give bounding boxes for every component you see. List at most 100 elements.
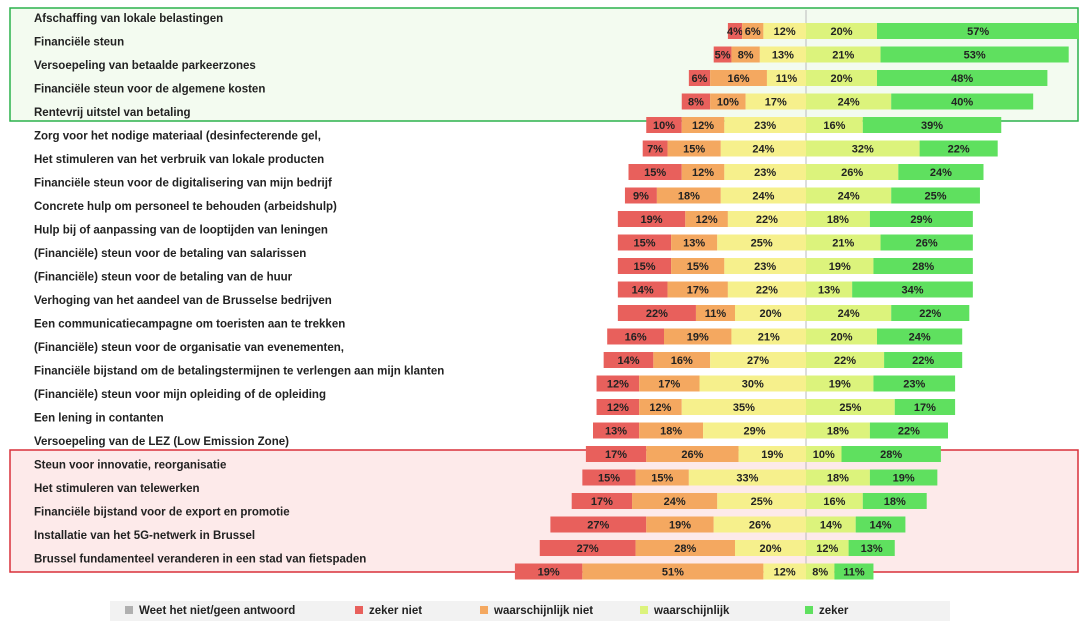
category-label: Een lening in contanten (34, 413, 164, 425)
bar-segment (806, 328, 877, 345)
bar-segment (806, 70, 877, 86)
bar-segment (742, 23, 764, 39)
bar-segment (646, 117, 682, 133)
bar-segment (585, 446, 647, 462)
bar-segment (617, 305, 696, 321)
bar-segment (646, 446, 739, 462)
value-label: 17% (605, 449, 627, 461)
value-label: 19% (669, 519, 691, 531)
value-label: 16% (625, 331, 647, 343)
value-label: 22% (912, 355, 934, 367)
bar-segment (806, 399, 895, 415)
bar-segment (713, 516, 806, 533)
value-label: 20% (759, 543, 781, 555)
value-label: 53% (964, 49, 986, 61)
value-label: 19% (829, 378, 851, 390)
bar-segment (884, 352, 963, 368)
value-label: 15% (644, 167, 666, 179)
value-label: 13% (772, 49, 794, 61)
bar-segment (877, 328, 963, 345)
value-label: 24% (909, 331, 931, 343)
bar-segment (646, 516, 714, 533)
value-label: 8% (812, 566, 828, 578)
bar-segment (735, 540, 806, 556)
bar-segment (806, 375, 874, 392)
category-label: (Financiële) steun voor de betaling van … (34, 248, 306, 260)
category-label: Het stimuleren van het verbruik van loka… (34, 154, 324, 166)
bar-segment (710, 70, 767, 86)
value-label: 12% (692, 167, 714, 179)
bar-segment (806, 281, 853, 298)
value-label: 21% (832, 49, 854, 61)
value-label: 22% (646, 308, 668, 320)
bar-segment (710, 93, 746, 110)
value-label: 22% (898, 425, 920, 437)
bar-segment (720, 140, 806, 157)
bar-segment (717, 234, 806, 251)
bar-segment (738, 446, 806, 462)
legend-label: waarschijnlijk niet (493, 605, 593, 617)
value-label: 19% (829, 261, 851, 273)
bar-segment (695, 305, 735, 321)
value-label: 24% (838, 96, 860, 108)
category-label: (Financiële) steun voor de betaling van … (34, 272, 293, 284)
value-label: 18% (884, 496, 906, 508)
category-label: Financiële bijstand om de betalingstermi… (34, 366, 444, 378)
legend-label: waarschijnlijk (653, 605, 730, 617)
value-label: 22% (919, 308, 941, 320)
category-label: Een communicatiecampagne om toeristen aa… (34, 319, 345, 331)
value-label: 12% (816, 543, 838, 555)
value-label: 28% (880, 449, 902, 461)
bar-segment (639, 375, 700, 392)
value-label: 13% (683, 237, 705, 249)
value-label: 17% (687, 284, 709, 296)
bar-segment (806, 563, 835, 580)
value-label: 27% (587, 519, 609, 531)
category-label: Rentevrij uitstel van betaling (34, 107, 191, 119)
bar-segment (806, 23, 877, 39)
legend-swatch (355, 606, 363, 614)
bar-segment (806, 46, 881, 63)
bar-segment (664, 328, 732, 345)
category-label: Financiële steun voor de digitalisering … (34, 178, 332, 190)
value-label: 17% (658, 378, 680, 390)
value-label: 28% (674, 543, 696, 555)
bar-segment (919, 140, 998, 157)
value-label: 11% (705, 308, 727, 320)
value-label: 23% (754, 167, 776, 179)
bar-segment (617, 211, 686, 227)
bar-segment (582, 563, 764, 580)
bar-segment (685, 211, 728, 227)
value-label: 12% (607, 402, 629, 414)
category-label: Versoepeling van de LEZ (Low Emission Zo… (34, 436, 289, 448)
value-label: 24% (752, 143, 774, 155)
bar-segment (873, 375, 956, 392)
bar-segment (806, 493, 863, 509)
value-label: 25% (925, 190, 947, 202)
bar-segment (596, 399, 640, 415)
value-label: 27% (747, 355, 769, 367)
category-label: Versoepeling van betaalde parkeerzones (34, 60, 256, 72)
category-label: Installatie van het 5G-netwerk in Brusse… (34, 530, 255, 542)
bar-segment (763, 563, 806, 580)
value-label: 19% (893, 472, 915, 484)
bar-segment (806, 422, 870, 439)
bar-segment (667, 140, 721, 157)
value-label: 26% (681, 449, 703, 461)
value-label: 17% (765, 96, 787, 108)
bar-segment (880, 46, 1069, 63)
value-label: 18% (827, 425, 849, 437)
bar-segment (681, 93, 711, 110)
value-label: 19% (687, 331, 709, 343)
bar-segment (806, 187, 892, 204)
bar-segment (806, 516, 856, 533)
bar-segment (806, 93, 892, 110)
value-label: 23% (903, 378, 925, 390)
bar-segment (639, 399, 682, 415)
bar-segment (806, 140, 920, 157)
bar-segment (834, 563, 874, 580)
value-label: 10% (813, 449, 835, 461)
value-label: 22% (756, 214, 778, 226)
value-label: 8% (688, 96, 704, 108)
value-label: 32% (852, 143, 874, 155)
